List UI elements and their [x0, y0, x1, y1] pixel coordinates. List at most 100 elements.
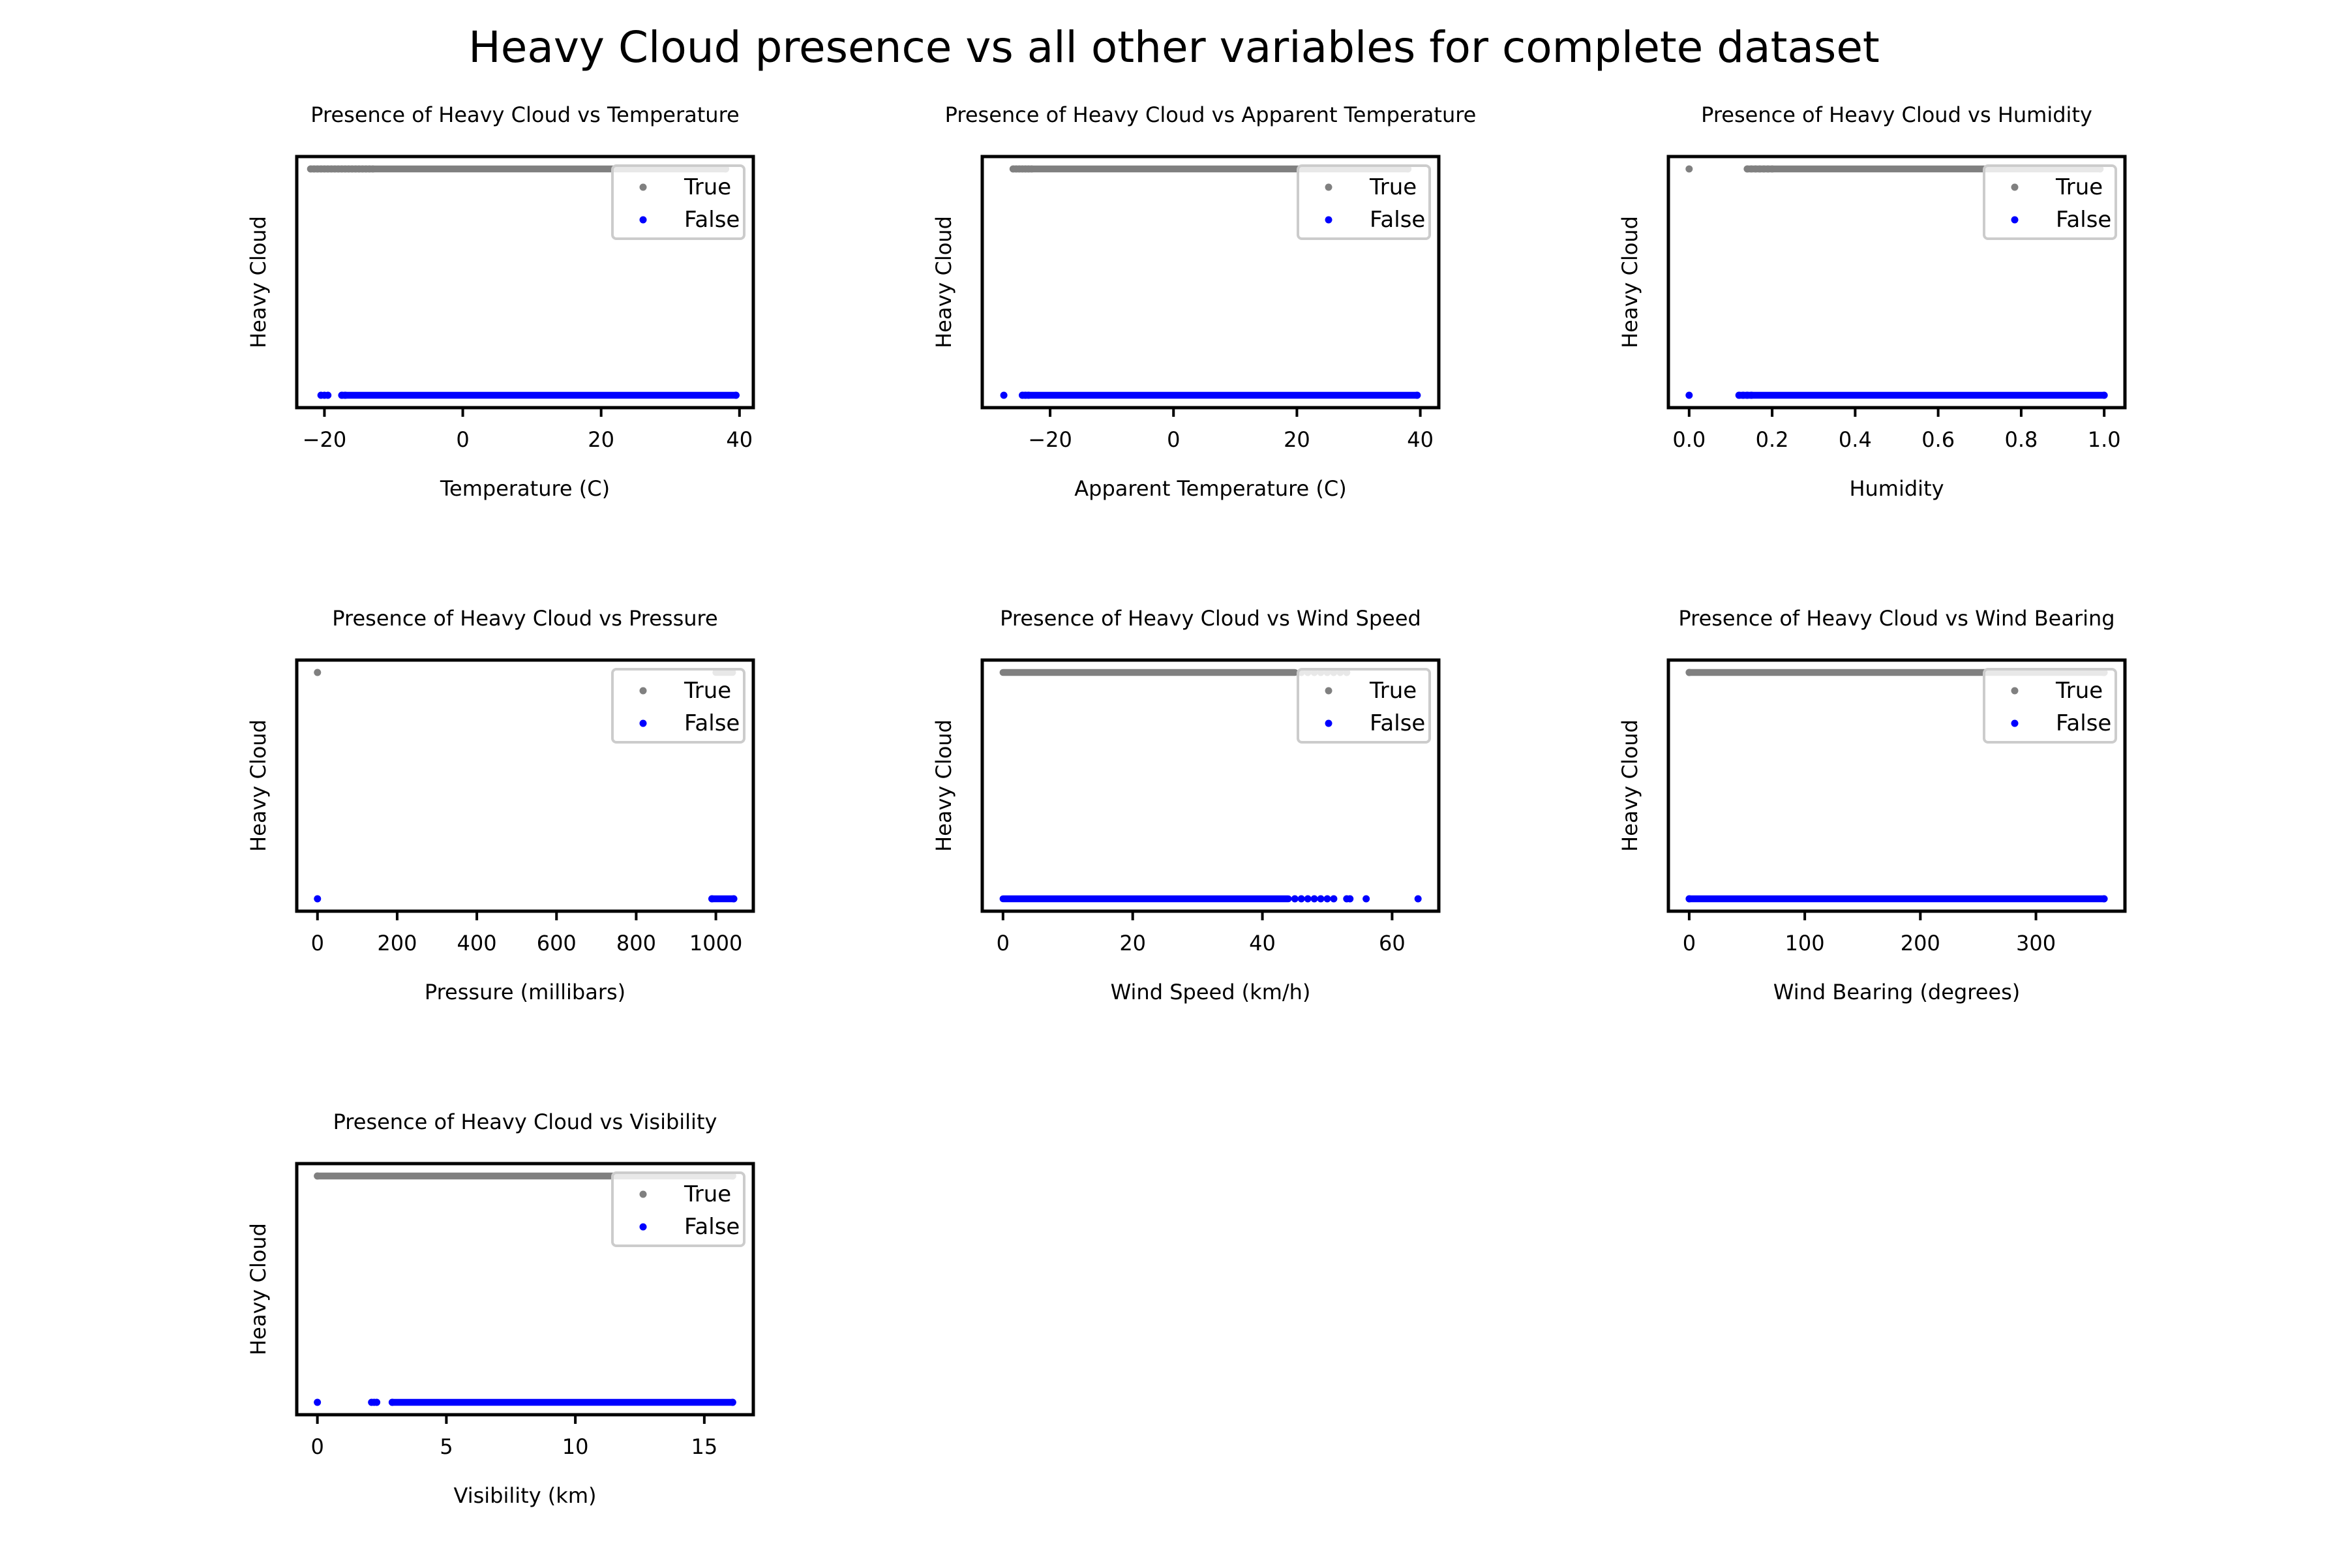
series-false — [317, 391, 740, 399]
series-false — [314, 895, 738, 903]
data-point-false — [1413, 391, 1421, 399]
x-tick-label: 0 — [1167, 427, 1180, 452]
x-axis-label: Wind Speed (km/h) — [1111, 980, 1311, 1004]
data-point-true — [1028, 165, 1036, 173]
subplot-1: Presence of Heavy Cloud vs Temperature −2… — [246, 102, 755, 501]
y-axis-label: Heavy Cloud — [246, 1223, 271, 1355]
legend-marker-true — [2011, 183, 2019, 191]
axes-frame — [295, 1162, 755, 1417]
legend-label-false: False — [2056, 710, 2111, 736]
x-tick-label: 600 — [537, 931, 577, 956]
data-point-false — [1330, 895, 1338, 903]
y-axis-label: Heavy Cloud — [931, 216, 956, 348]
data-point-false — [388, 1398, 396, 1406]
x-tick-label: 40 — [726, 427, 753, 452]
subplot-4: Presence of Heavy Cloud vs Pressure 0 200 4… — [246, 606, 755, 1004]
axes-frame — [980, 658, 1441, 913]
legend-label-false: False — [1370, 207, 1425, 233]
subplot-title: Presence of Heavy Cloud vs Pressure — [332, 606, 717, 631]
x-tick-label: 1.0 — [2088, 427, 2121, 452]
x-tick-label: 0.2 — [1756, 427, 1789, 452]
x-tick-label: 0 — [997, 931, 1010, 956]
data-point-false — [373, 1398, 381, 1406]
x-tick-label: 15 — [691, 1434, 717, 1459]
legend-marker-true — [1325, 183, 1332, 191]
legend-marker-false — [2011, 719, 2019, 727]
legend: True False — [1297, 164, 1431, 240]
data-point-true — [314, 669, 322, 676]
legend-marker-true — [639, 1190, 647, 1198]
data-point-false — [2100, 895, 2108, 903]
x-tick-label: 200 — [377, 931, 417, 956]
subplot-2: Presence of Heavy Cloud vs Apparent Temp… — [931, 102, 1476, 501]
legend-marker-true — [1325, 687, 1332, 695]
legend-marker-false — [639, 216, 647, 224]
data-point-false — [732, 391, 740, 399]
legend-label-true: True — [684, 678, 731, 704]
x-tick-label: 0 — [1683, 931, 1696, 956]
data-point-false — [324, 391, 332, 399]
data-point-false — [2100, 391, 2108, 399]
data-point-false — [1414, 895, 1422, 903]
y-axis-label: Heavy Cloud — [1618, 216, 1642, 348]
legend-label-true: True — [2055, 678, 2103, 704]
x-tick-label: 0 — [311, 931, 324, 956]
data-point-false — [341, 391, 349, 399]
legend: True False — [611, 668, 745, 744]
data-point-false — [1747, 391, 1755, 399]
legend-marker-true — [639, 687, 647, 695]
x-axis-label: Pressure (millibars) — [425, 980, 625, 1004]
data-point-false — [1346, 895, 1354, 903]
series-false — [314, 1398, 736, 1406]
legend-label-false: False — [684, 207, 740, 233]
subplot-title: Presence of Heavy Cloud vs Humidity — [1701, 102, 2092, 127]
series-false — [1685, 391, 2108, 399]
legend-marker-false — [2011, 216, 2019, 224]
x-tick-label: 0.8 — [2004, 427, 2038, 452]
data-point-true — [1685, 669, 1693, 676]
x-tick-label: 20 — [1284, 427, 1310, 452]
x-tick-label: 0.0 — [1672, 427, 1706, 452]
subplot-7: Presence of Heavy Cloud vs Visibility 0 5 1… — [246, 1109, 755, 1508]
data-point-false — [1317, 895, 1325, 903]
data-point-false — [1291, 895, 1299, 903]
legend-label-false: False — [1370, 710, 1425, 736]
x-tick-label: 20 — [588, 427, 614, 452]
y-axis-label: Heavy Cloud — [246, 216, 271, 348]
y-axis-label: Heavy Cloud — [1618, 719, 1642, 852]
series-false — [1000, 391, 1421, 399]
legend: True False — [1983, 164, 2117, 240]
legend: True False — [1983, 668, 2117, 744]
x-axis-label: Visibility (km) — [454, 1483, 597, 1508]
x-tick-label: 0.4 — [1839, 427, 1872, 452]
data-point-false — [314, 895, 322, 903]
data-point-true — [369, 165, 377, 173]
legend-label-false: False — [2056, 207, 2111, 233]
legend-label-false: False — [684, 710, 740, 736]
x-tick-label: 400 — [457, 931, 497, 956]
data-point-false — [730, 895, 738, 903]
data-point-true — [1685, 165, 1693, 173]
data-point-false — [1297, 895, 1305, 903]
data-point-false — [1685, 895, 1693, 903]
x-axis-label: Apparent Temperature (C) — [1074, 476, 1346, 501]
axes-frame — [1666, 658, 2127, 913]
subplot-5: Presence of Heavy Cloud vs Wind Speed 0 20… — [931, 606, 1441, 1004]
legend-label-true: True — [2055, 174, 2103, 200]
data-point-false — [1025, 391, 1032, 399]
legend-marker-false — [1325, 719, 1332, 727]
series-false — [999, 895, 1422, 903]
legend: True False — [1297, 668, 1431, 744]
axes-frame — [1666, 155, 2127, 410]
subplot-title: Presence of Heavy Cloud vs Temperature — [310, 102, 739, 127]
axes-frame — [295, 658, 755, 913]
legend-label-true: True — [684, 174, 731, 200]
x-tick-label: −20 — [1028, 427, 1072, 452]
data-point-false — [1362, 895, 1370, 903]
data-point-false — [1323, 895, 1331, 903]
subplot-title: Presence of Heavy Cloud vs Apparent Temp… — [945, 102, 1477, 127]
legend-marker-false — [1325, 216, 1332, 224]
data-point-false — [1310, 895, 1318, 903]
figure-title: Heavy Cloud presence vs all other variab… — [468, 22, 1880, 72]
